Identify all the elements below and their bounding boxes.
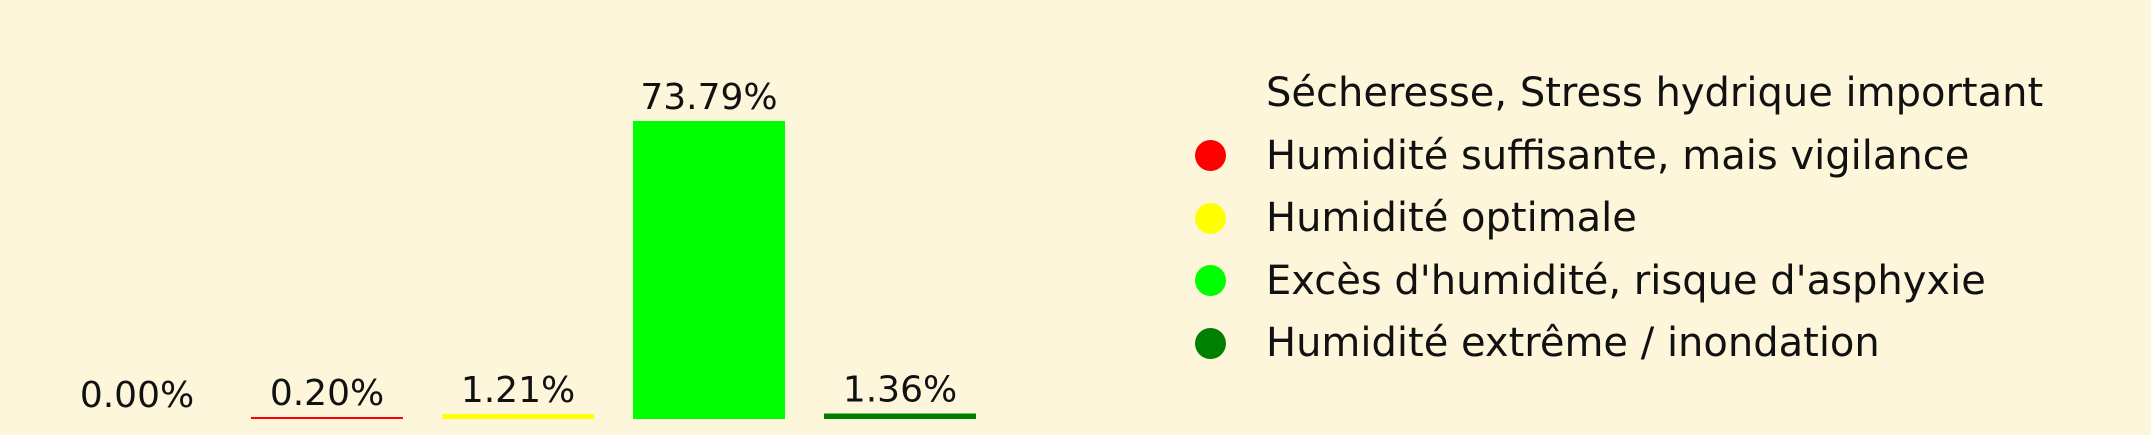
bar-3 — [442, 414, 594, 419]
legend-swatch — [1195, 202, 1226, 234]
data-label-1: 0.00% — [80, 375, 194, 416]
legend-item-inondation: Humidité extrême / inondation — [1180, 312, 2140, 375]
data-label-5: 1.36% — [843, 370, 957, 411]
legend-label: Humidité extrême / inondation — [1266, 320, 1880, 367]
legend-label: Sécheresse, Stress hydrique important — [1266, 70, 2044, 117]
legend-label: Humidité optimale — [1266, 195, 1637, 242]
legend-item-exces: Excès d'humidité, risque d'asphyxie — [1180, 250, 2140, 313]
legend-item-optimale: Humidité optimale — [1180, 187, 2140, 250]
bar-4 — [633, 121, 785, 419]
legend-item-vigilance: Humidité suffisante, mais vigilance — [1180, 125, 2140, 188]
data-label-2: 0.20% — [270, 373, 384, 414]
legend-item-secheresse: Sécheresse, Stress hydrique important — [1180, 62, 2140, 125]
legend-swatch — [1195, 77, 1226, 109]
bar-plot: 0.00% 0.20% 1.21% 73.79% 1.36% — [80, 77, 976, 419]
legend-swatch — [1195, 327, 1226, 359]
legend-label: Humidité suffisante, mais vigilance — [1266, 132, 1970, 179]
legend-swatch — [1195, 140, 1226, 172]
data-label-3: 1.21% — [461, 370, 575, 411]
data-label-4: 73.79% — [640, 77, 777, 118]
legend: Sécheresse, Stress hydrique important Hu… — [1180, 62, 2140, 375]
legend-swatch — [1195, 265, 1226, 297]
bar-2 — [251, 417, 403, 419]
bar-5 — [824, 413, 976, 419]
legend-label: Excès d'humidité, risque d'asphyxie — [1266, 257, 1986, 304]
